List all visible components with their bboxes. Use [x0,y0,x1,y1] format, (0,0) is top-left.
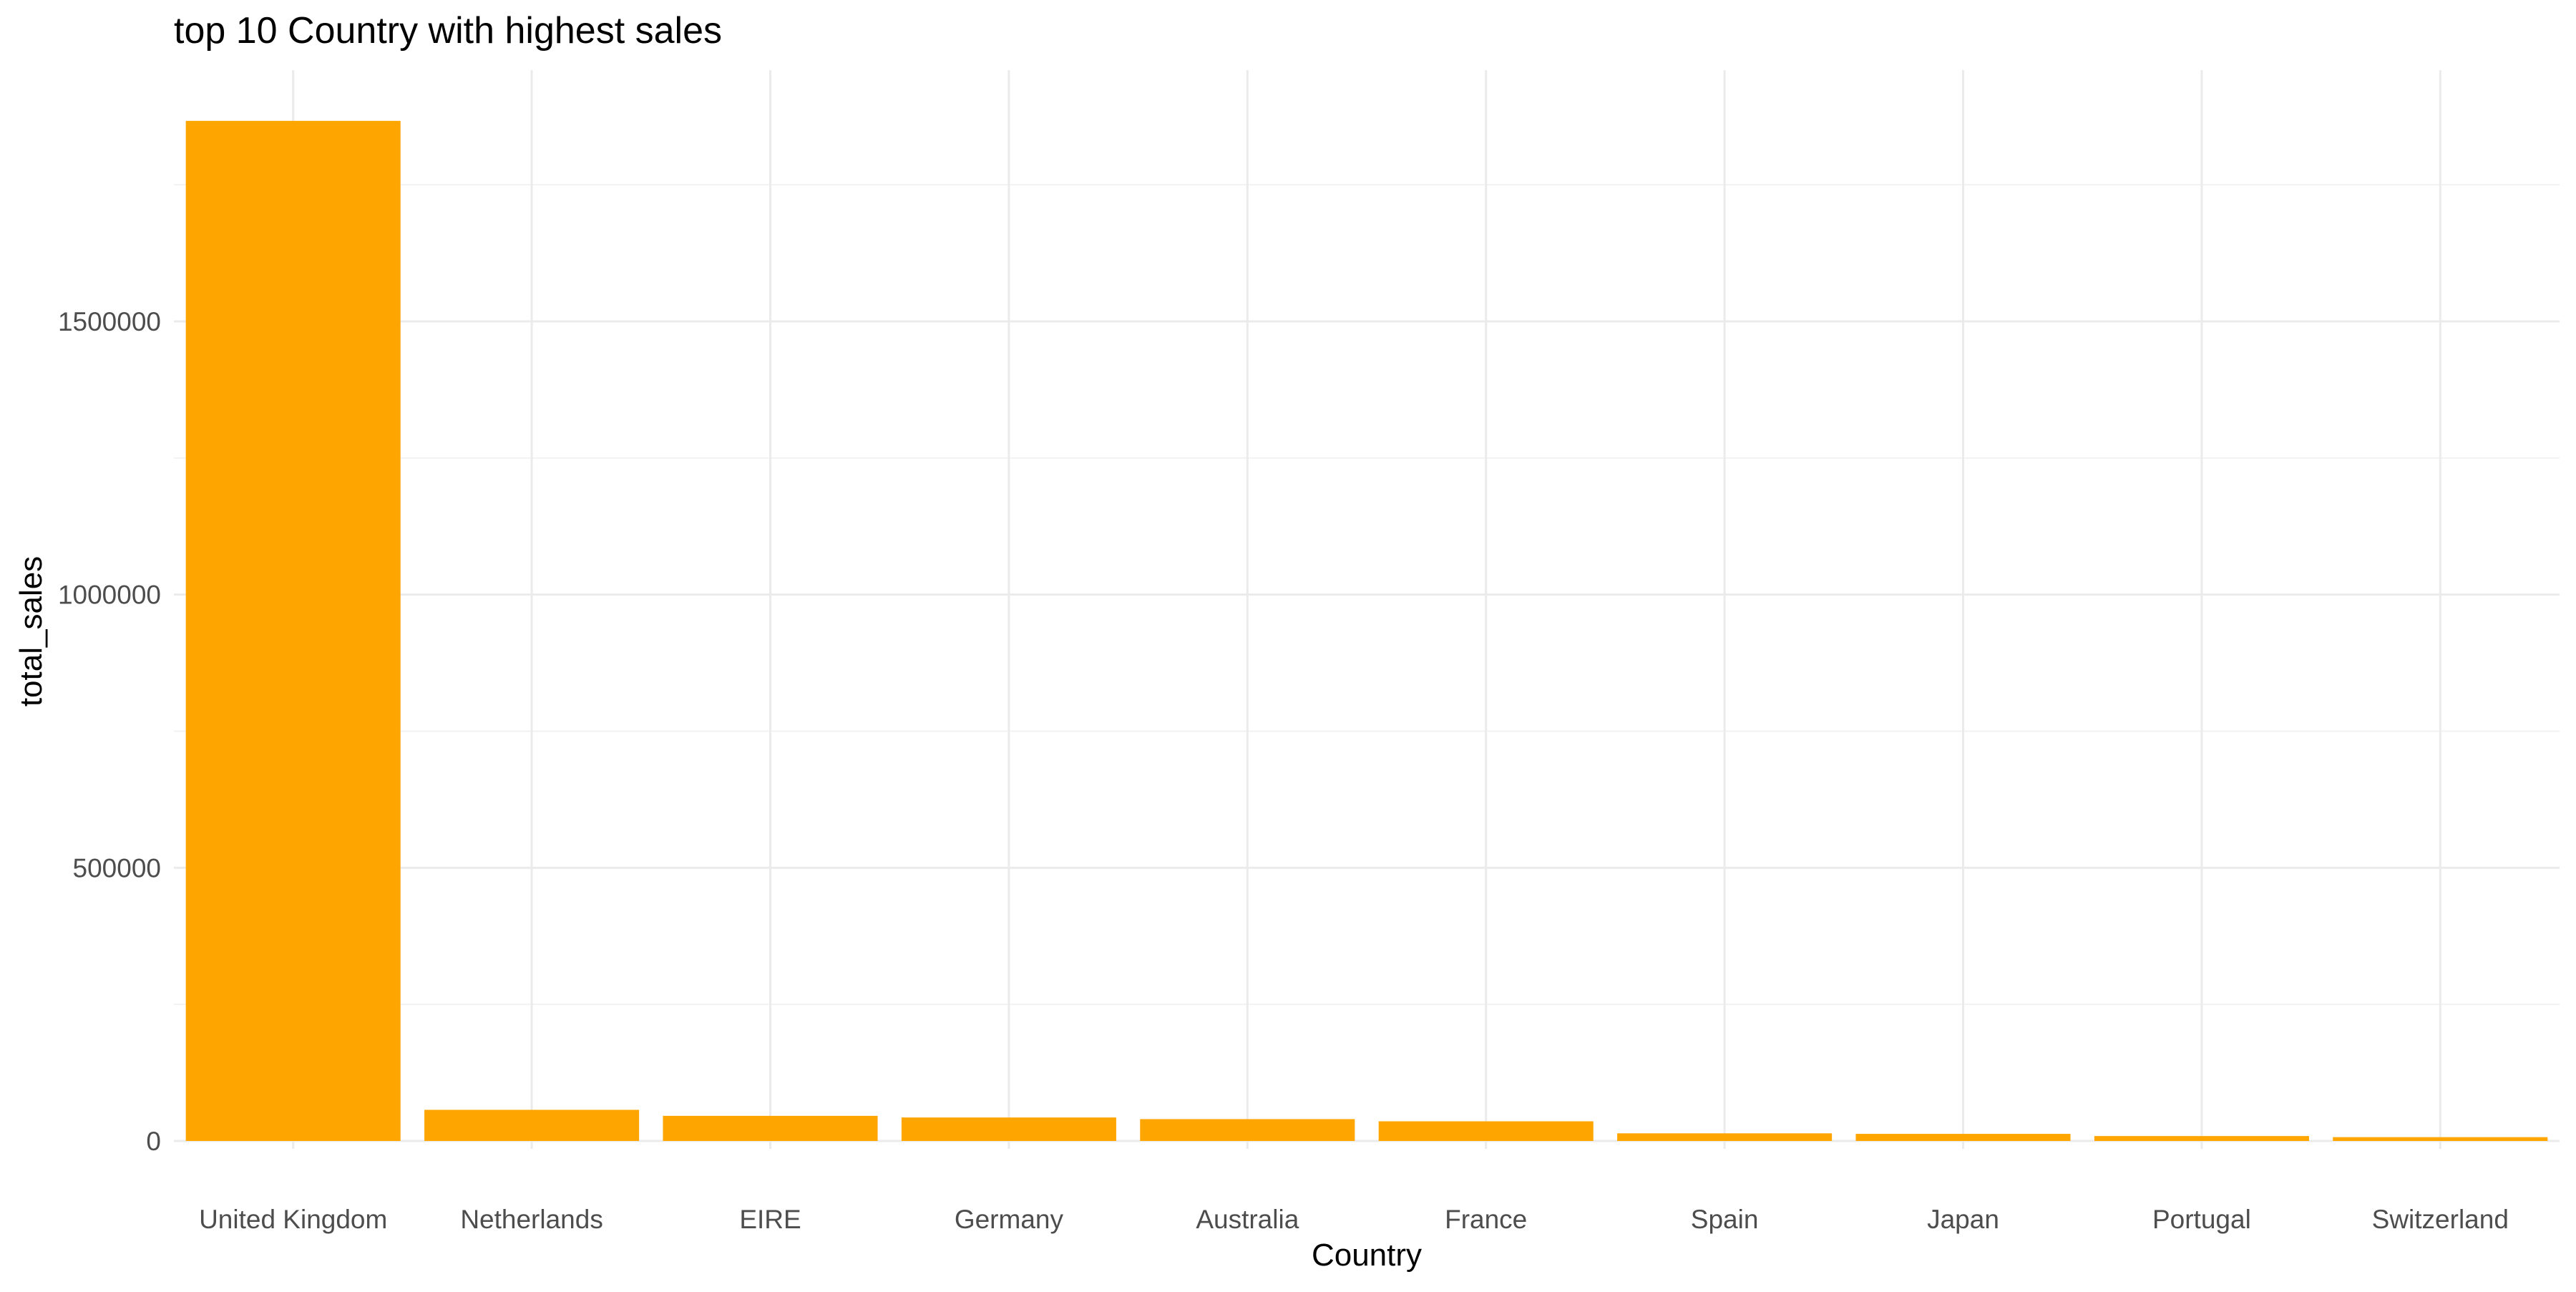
bar-germany [901,1117,1116,1141]
chart-title: top 10 Country with highest sales [174,10,722,52]
bars [185,120,2548,1141]
x-tick-label: Japan [1927,1205,1999,1234]
x-tick-label: Australia [1196,1205,1299,1234]
x-axis-ticks: United Kingdom Netherlands EIRE Germany Aust… [199,1205,2509,1234]
bar-eire [663,1115,878,1141]
x-tick-label: France [1445,1205,1527,1234]
y-tick-label: 1000000 [58,581,161,610]
y-tick-label: 1500000 [58,307,161,336]
bar-australia [1140,1119,1355,1141]
bar-japan [1855,1134,2071,1141]
x-tick-label: United Kingdom [199,1205,387,1234]
x-axis-title: Country [1312,1238,1422,1273]
y-tick-label: 0 [146,1127,161,1156]
bar-france [1378,1121,1594,1141]
bar-portugal [2094,1136,2309,1141]
x-tick-label: Spain [1691,1205,1759,1234]
x-tick-label: Portugal [2152,1205,2251,1234]
y-axis-title: total_sales [14,556,49,706]
bar-united-kingdom [185,120,401,1141]
x-tick-label: Switzerland [2372,1205,2509,1234]
bar-spain [1617,1133,1833,1141]
bar-netherlands [424,1109,640,1141]
x-tick-label: Netherlands [460,1205,603,1234]
x-tick-label: EIRE [739,1205,801,1234]
grid [174,70,2560,1149]
bar-switzerland [2333,1137,2548,1141]
y-axis-ticks: 0 500000 1000000 1500000 [58,307,161,1156]
y-tick-label: 500000 [73,853,161,883]
x-tick-label: Germany [955,1205,1064,1234]
